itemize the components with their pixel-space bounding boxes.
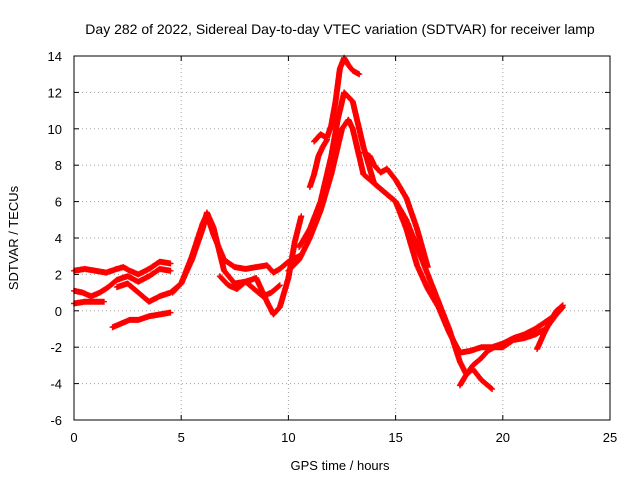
y-tick-label: 8 (55, 158, 62, 173)
data-points (71, 54, 566, 393)
y-tick-label: 6 (55, 195, 62, 210)
series-markers (311, 54, 363, 145)
y-tick-label: 12 (48, 85, 62, 100)
series-pass-11 (306, 136, 330, 190)
x-tick-label: 15 (388, 430, 402, 445)
series-markers (109, 309, 174, 331)
chart-title: Day 282 of 2022, Sidereal Day-to-day VTE… (85, 21, 595, 37)
series-pass-8 (285, 116, 566, 356)
series-pass-14 (534, 302, 566, 352)
series-markers (71, 298, 107, 307)
y-tick-label: -6 (50, 413, 62, 428)
series-markers (360, 149, 431, 271)
x-tick-label: 20 (496, 430, 510, 445)
y-tick-label: 4 (55, 231, 62, 246)
y-tick-label: 0 (55, 304, 62, 319)
x-tick-label: 10 (281, 430, 295, 445)
series-pass-7 (216, 273, 283, 300)
series-markers (534, 302, 566, 352)
x-tick-label: 25 (603, 430, 617, 445)
y-tick-label: -2 (50, 340, 62, 355)
x-tick-label: 5 (178, 430, 185, 445)
y-tick-label: 2 (55, 267, 62, 282)
y-axis-label: SDTVAR / TECUs (6, 185, 21, 290)
series-markers (169, 209, 305, 318)
y-tick-label: 10 (48, 122, 62, 137)
y-tick-label: 14 (48, 49, 62, 64)
series-pass-3 (71, 298, 107, 307)
series-pass-10 (311, 54, 363, 145)
series-pass-4 (109, 309, 174, 331)
x-tick-label: 0 (70, 430, 77, 445)
series-markers (285, 116, 566, 356)
series-pass-12 (360, 149, 431, 271)
series-markers (306, 136, 330, 190)
series-pass-6 (169, 209, 305, 318)
y-tick-label: -4 (50, 377, 62, 392)
x-axis-label: GPS time / hours (291, 458, 390, 473)
axis-ticks: 0 5 10 15 20 25 -6 -4 -2 0 2 4 6 8 10 12 14 (48, 49, 618, 445)
series-markers (216, 273, 283, 300)
